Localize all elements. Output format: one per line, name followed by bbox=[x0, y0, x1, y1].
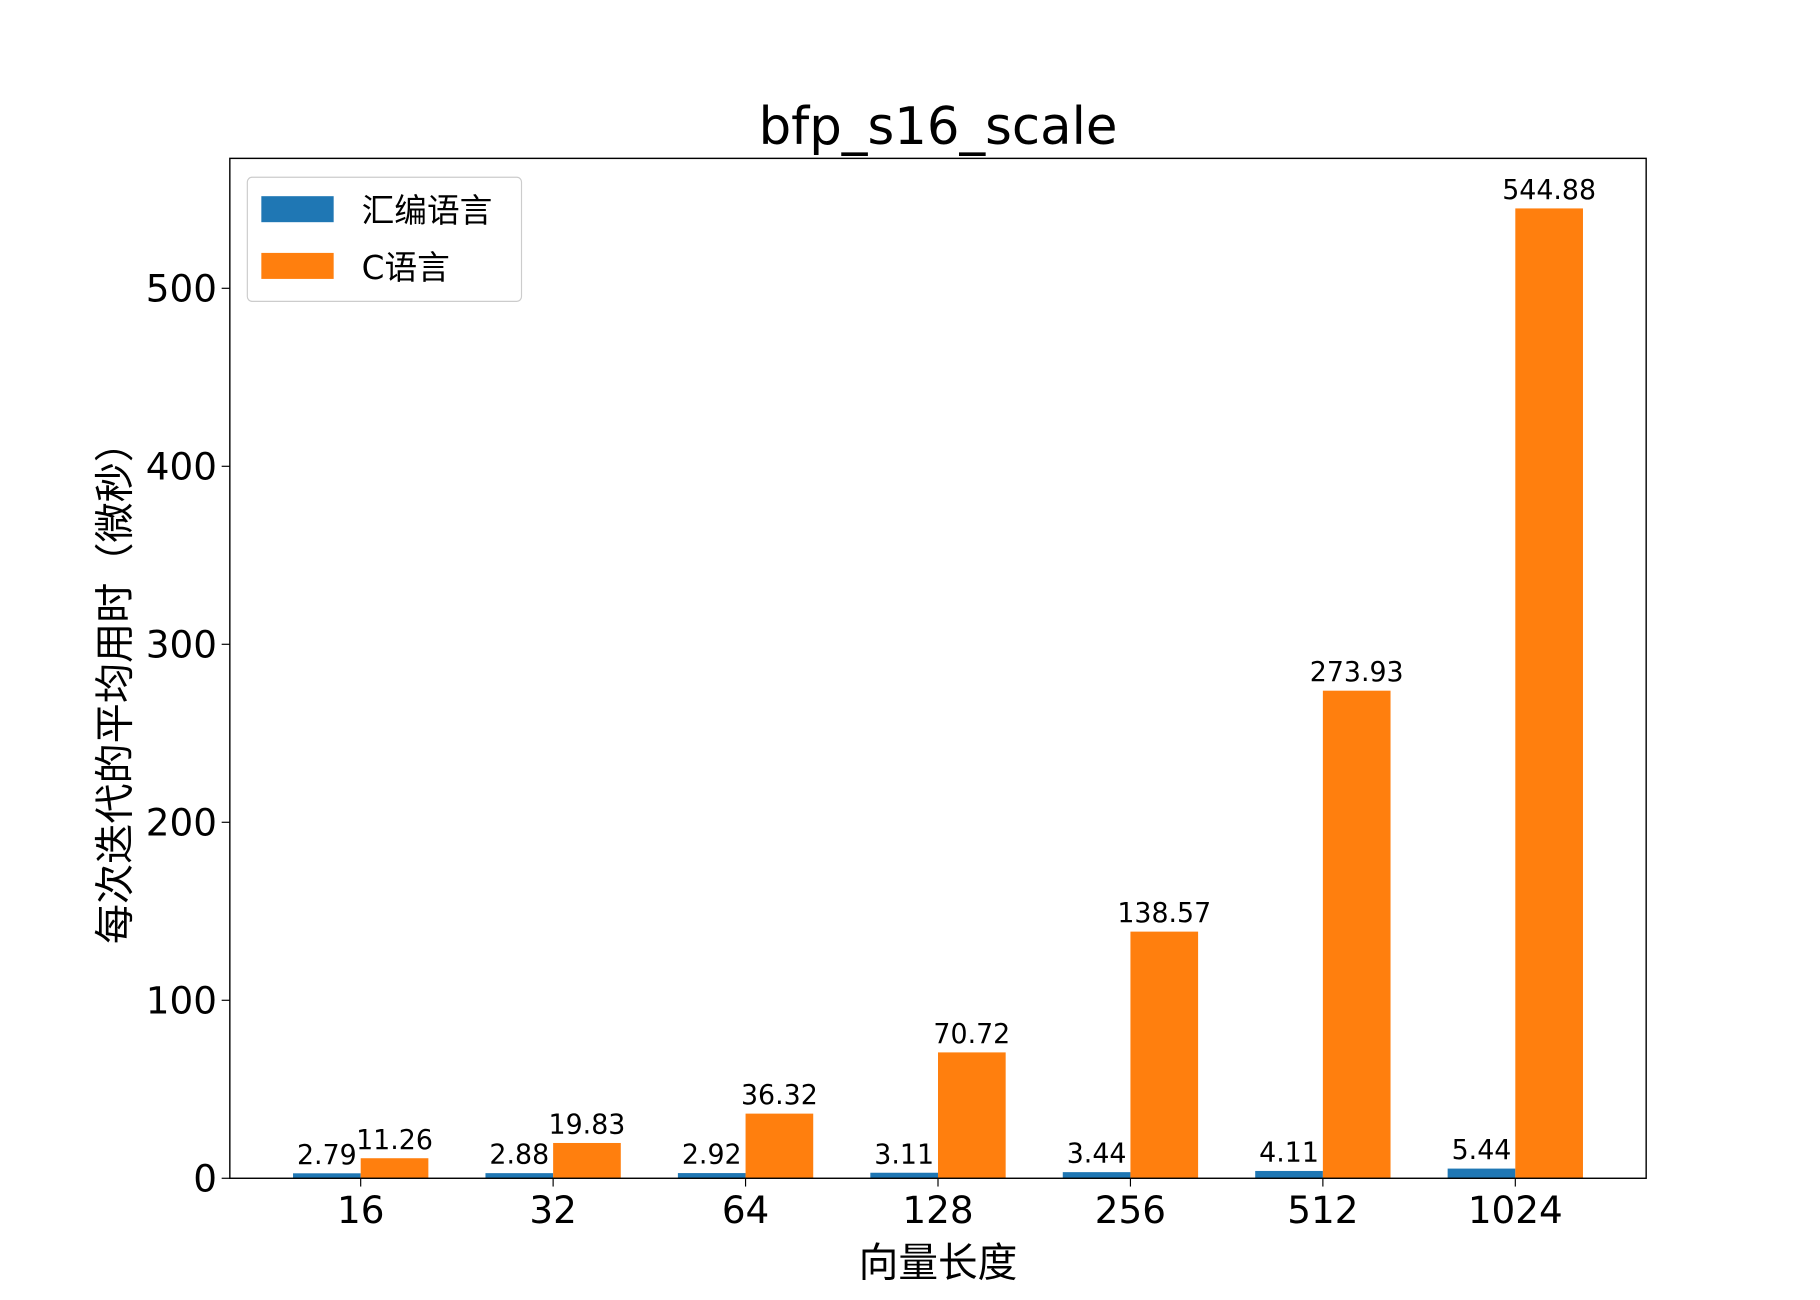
data-label: 138.57 bbox=[1117, 898, 1211, 929]
legend-label-c: C语言 bbox=[362, 248, 450, 287]
bar-c-32 bbox=[553, 1142, 621, 1179]
bar-asm-32 bbox=[485, 1173, 554, 1179]
y-tick-label: 100 bbox=[146, 978, 217, 1022]
data-label: 36.32 bbox=[741, 1080, 818, 1111]
y-tick-label: 200 bbox=[146, 800, 217, 844]
bar-asm-16 bbox=[293, 1173, 361, 1179]
bar-c-128 bbox=[938, 1052, 1006, 1179]
bar-asm-128 bbox=[870, 1172, 938, 1179]
data-label: 5.44 bbox=[1452, 1135, 1512, 1166]
bar-asm-64 bbox=[677, 1173, 746, 1179]
bar-c-64 bbox=[745, 1113, 814, 1179]
y-tick-label: 0 bbox=[193, 1156, 217, 1200]
bar-c-16 bbox=[360, 1158, 429, 1179]
bar-asm-1024 bbox=[1447, 1168, 1516, 1179]
bar-asm-512 bbox=[1255, 1170, 1323, 1179]
x-axis-label: 向量长度 bbox=[859, 1240, 1018, 1286]
x-tick-label: 512 bbox=[1287, 1188, 1358, 1232]
data-label: 2.88 bbox=[489, 1140, 549, 1171]
x-tick-label: 16 bbox=[337, 1188, 384, 1232]
x-tick-label: 64 bbox=[722, 1188, 769, 1232]
legend-swatch-c bbox=[261, 252, 334, 279]
bar-c-256 bbox=[1130, 931, 1199, 1179]
bar-asm-256 bbox=[1062, 1172, 1131, 1179]
data-label: 2.79 bbox=[297, 1140, 357, 1171]
data-label: 70.72 bbox=[933, 1019, 1010, 1050]
legend-label-asm: 汇编语言 bbox=[362, 191, 493, 230]
bar-c-512 bbox=[1322, 690, 1391, 1179]
y-tick-label: 500 bbox=[146, 266, 217, 310]
y-tick-label: 400 bbox=[146, 444, 217, 488]
data-label: 4.11 bbox=[1259, 1137, 1319, 1168]
chart-title: bfp_s16_scale bbox=[759, 97, 1118, 157]
bar-c-1024 bbox=[1515, 208, 1583, 1179]
x-tick-label: 128 bbox=[902, 1188, 973, 1232]
data-label: 11.26 bbox=[356, 1125, 433, 1156]
y-axis-label: 每次迭代的平均用时（微秒） bbox=[93, 422, 139, 944]
data-label: 2.92 bbox=[682, 1139, 742, 1170]
x-tick-label: 1024 bbox=[1468, 1188, 1563, 1232]
data-label: 19.83 bbox=[549, 1109, 626, 1140]
data-label: 544.88 bbox=[1502, 175, 1596, 206]
legend-swatch-asm bbox=[261, 196, 334, 223]
data-label: 3.11 bbox=[874, 1139, 934, 1170]
data-label: 273.93 bbox=[1310, 657, 1404, 688]
legend: 汇编语言 C语言 bbox=[246, 176, 523, 302]
data-label: 3.44 bbox=[1067, 1139, 1127, 1170]
x-tick-label: 32 bbox=[529, 1188, 576, 1232]
x-tick-label: 256 bbox=[1095, 1188, 1166, 1232]
y-tick-label: 300 bbox=[146, 622, 217, 666]
